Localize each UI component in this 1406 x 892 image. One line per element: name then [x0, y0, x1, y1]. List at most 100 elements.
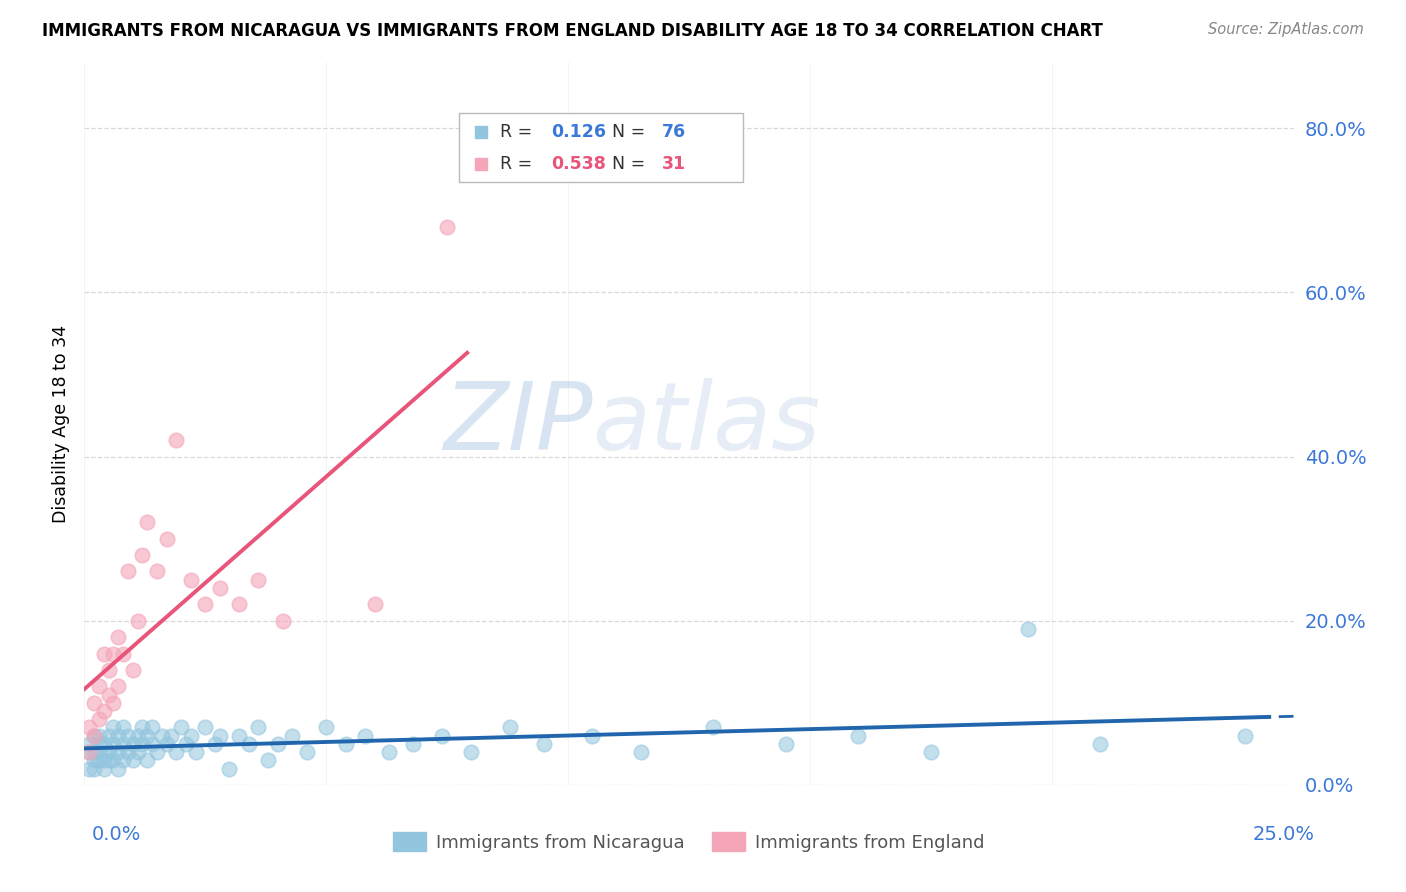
Point — [87, 680, 110, 694]
Point — [97, 729, 120, 743]
Point — [87, 745, 110, 759]
Point — [77, 745, 100, 759]
Point — [581, 729, 603, 743]
Point — [83, 762, 105, 776]
Point — [247, 573, 270, 587]
Point — [271, 614, 294, 628]
Point — [499, 721, 522, 735]
Bar — [460, 113, 744, 182]
Point — [141, 737, 163, 751]
Point — [117, 565, 139, 579]
Point — [436, 219, 458, 234]
Text: N =: N = — [612, 155, 651, 174]
Point — [146, 745, 169, 759]
Point — [77, 737, 100, 751]
Point — [155, 532, 177, 546]
Point — [112, 737, 135, 751]
Point — [136, 729, 159, 743]
Y-axis label: Disability Age 18 to 34: Disability Age 18 to 34 — [52, 325, 70, 523]
Point — [1088, 737, 1111, 751]
Text: ZIP: ZIP — [443, 378, 592, 469]
Point — [93, 704, 115, 718]
Point — [121, 753, 143, 767]
Point — [93, 753, 115, 767]
Point — [107, 762, 129, 776]
Point — [150, 729, 173, 743]
Point — [335, 737, 357, 751]
Text: R =: R = — [501, 155, 538, 174]
Point — [846, 729, 869, 743]
Point — [77, 721, 100, 735]
Text: 0.126: 0.126 — [551, 123, 606, 141]
Point — [103, 696, 125, 710]
Text: 25.0%: 25.0% — [1253, 824, 1315, 844]
Point — [103, 721, 125, 735]
Point — [1017, 622, 1039, 636]
Point — [228, 598, 250, 612]
Point — [117, 729, 139, 743]
Point — [204, 737, 226, 751]
Point — [194, 721, 217, 735]
Text: atlas: atlas — [592, 378, 821, 469]
Point — [131, 737, 153, 751]
Point — [83, 745, 105, 759]
Point — [141, 721, 163, 735]
Point — [93, 647, 115, 661]
Point — [87, 737, 110, 751]
Point — [267, 737, 290, 751]
Point — [97, 745, 120, 759]
Point — [363, 598, 385, 612]
Point — [1234, 729, 1257, 743]
Point — [83, 696, 105, 710]
Point — [127, 745, 149, 759]
Point — [107, 630, 129, 644]
Point — [460, 745, 482, 759]
Point — [630, 745, 652, 759]
Point — [432, 729, 454, 743]
Point — [107, 680, 129, 694]
Point — [93, 737, 115, 751]
Point — [127, 729, 149, 743]
Point — [107, 745, 129, 759]
Point — [281, 729, 304, 743]
Point — [127, 614, 149, 628]
Text: 0.538: 0.538 — [551, 155, 606, 174]
Point — [131, 548, 153, 562]
Point — [165, 745, 187, 759]
Point — [180, 573, 202, 587]
Point — [103, 647, 125, 661]
Point — [103, 737, 125, 751]
Point — [112, 721, 135, 735]
Text: IMMIGRANTS FROM NICARAGUA VS IMMIGRANTS FROM ENGLAND DISABILITY AGE 18 TO 34 COR: IMMIGRANTS FROM NICARAGUA VS IMMIGRANTS … — [42, 22, 1104, 40]
Legend: Immigrants from Nicaragua, Immigrants from England: Immigrants from Nicaragua, Immigrants fr… — [385, 825, 993, 859]
Point — [257, 753, 280, 767]
Point — [160, 729, 183, 743]
Point — [194, 598, 217, 612]
Point — [165, 433, 187, 447]
Point — [315, 721, 337, 735]
Point — [180, 729, 202, 743]
Point — [533, 737, 555, 751]
Point — [218, 762, 240, 776]
Point — [170, 721, 193, 735]
Point — [121, 663, 143, 677]
Point — [702, 721, 724, 735]
Point — [247, 721, 270, 735]
Point — [112, 647, 135, 661]
Point — [228, 729, 250, 743]
Point — [295, 745, 318, 759]
Point — [112, 753, 135, 767]
Point — [87, 712, 110, 726]
Point — [83, 753, 105, 767]
Point — [77, 762, 100, 776]
Point — [107, 729, 129, 743]
Point — [97, 663, 120, 677]
Text: Source: ZipAtlas.com: Source: ZipAtlas.com — [1208, 22, 1364, 37]
Text: 0.0%: 0.0% — [91, 824, 141, 844]
Point — [121, 737, 143, 751]
Text: 76: 76 — [662, 123, 686, 141]
Point — [354, 729, 377, 743]
Text: 31: 31 — [662, 155, 686, 174]
Point — [155, 737, 177, 751]
Text: N =: N = — [612, 123, 651, 141]
